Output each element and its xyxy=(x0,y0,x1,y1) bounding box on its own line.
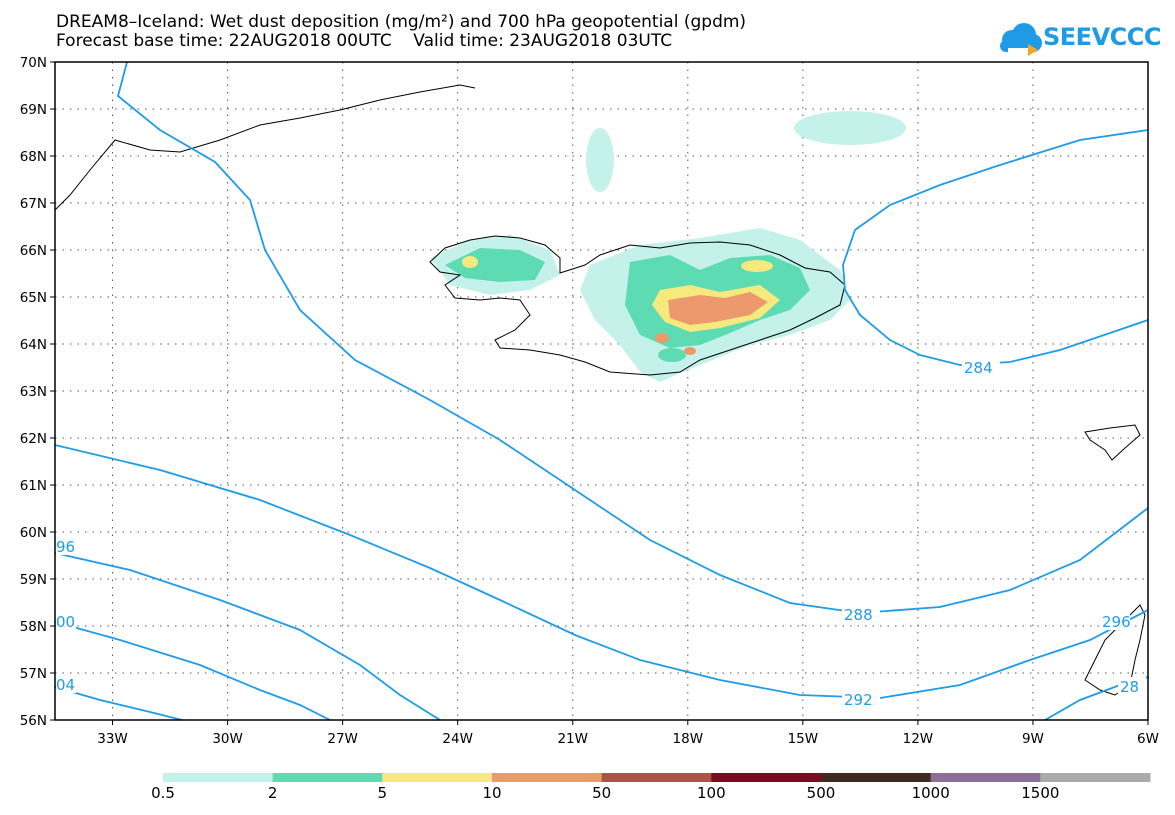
contour-line xyxy=(54,444,1149,699)
contour-label: 04 xyxy=(56,676,75,694)
colorbar-swatch xyxy=(382,773,493,782)
colorbar-label: 0.5 xyxy=(151,784,175,802)
contour-line xyxy=(842,129,1149,366)
lon-tick-label: 30W xyxy=(212,731,243,747)
gridlines xyxy=(55,62,1148,720)
lon-tick-label: 33W xyxy=(97,731,128,747)
colorbar-swatch xyxy=(821,773,932,782)
lat-tick-label: 66N xyxy=(20,243,47,259)
colorbar-swatch xyxy=(601,773,712,782)
colorbar-swatch xyxy=(711,773,822,782)
lat-tick-label: 69N xyxy=(20,102,47,118)
contour-line xyxy=(54,621,331,721)
lat-tick-label: 62N xyxy=(20,431,47,447)
dust-patch xyxy=(586,128,614,192)
colorbar-swatch xyxy=(1040,773,1151,782)
lat-tick-label: 56N xyxy=(20,713,47,729)
lat-tick-label: 60N xyxy=(20,525,47,541)
dust-patch xyxy=(655,333,669,343)
lon-tick-label: 18W xyxy=(673,731,704,747)
colorbar-swatch xyxy=(492,773,603,782)
coastlines xyxy=(54,84,1146,696)
colorbar-swatch xyxy=(163,773,274,782)
map-subtitle: Forecast base time: 22AUG2018 00UTC Vali… xyxy=(56,31,673,51)
colorbar-label: 100 xyxy=(697,784,726,802)
geopotential-contours xyxy=(54,61,1149,721)
colorbar-label: 5 xyxy=(377,784,388,802)
contour-label: 96 xyxy=(56,538,75,556)
lat-tick-label: 64N xyxy=(20,337,47,353)
dust-patch xyxy=(741,260,773,272)
dust-deposition-shading xyxy=(430,111,906,382)
colorbar-label: 500 xyxy=(806,784,836,802)
iceland-coastline xyxy=(429,235,846,376)
dust-patch xyxy=(658,348,686,362)
dust-patch xyxy=(668,292,768,325)
colorbar-swatch xyxy=(930,773,1041,782)
contour-label: 296 xyxy=(1102,613,1131,631)
colorbar-label: 50 xyxy=(592,784,612,802)
contour-label: 28 xyxy=(1120,678,1139,696)
colorbar-swatch xyxy=(272,773,383,782)
lat-tick-label: 67N xyxy=(20,196,47,212)
lon-tick-label: 15W xyxy=(788,731,819,747)
colorbar-label: 1000 xyxy=(911,784,950,802)
contour-line xyxy=(54,686,183,721)
lat-tick-label: 58N xyxy=(20,619,47,635)
cloud-icon xyxy=(1000,23,1042,56)
lat-tick-label: 68N xyxy=(20,149,47,165)
lon-tick-label: 12W xyxy=(903,731,934,747)
dust-patch xyxy=(462,256,478,268)
lon-tick-label: 6W xyxy=(1137,731,1159,747)
lon-tick-label: 24W xyxy=(442,731,473,747)
contour-label: 292 xyxy=(844,691,873,709)
logo-text: SEEVCCC xyxy=(1043,23,1162,51)
contour-line xyxy=(54,552,441,721)
colorbar-label: 2 xyxy=(267,784,278,802)
colorbar-label: 1500 xyxy=(1021,784,1060,802)
dust-patch xyxy=(684,347,696,355)
lat-tick-label: 59N xyxy=(20,572,47,588)
colorbar-label: 10 xyxy=(482,784,502,802)
colorbar xyxy=(163,773,1151,782)
dust-patch xyxy=(794,111,906,145)
lat-tick-label: 63N xyxy=(20,384,47,400)
contour-label: 00 xyxy=(56,613,75,631)
contour-line xyxy=(116,61,1149,614)
lat-tick-label: 57N xyxy=(20,666,47,682)
lat-tick-label: 61N xyxy=(20,478,47,494)
latitude-labels: 70N 69N 68N 67N 66N 65N 64N 63N 62N 61N 60N 59N 58N 5… xyxy=(20,55,55,729)
scotland-coastline xyxy=(1084,604,1146,696)
greenland-coastline xyxy=(54,84,476,211)
lat-tick-label: 65N xyxy=(20,290,47,306)
map-title: DREAM8–Iceland: Wet dust deposition (mg/… xyxy=(56,12,747,32)
lat-tick-label: 70N xyxy=(20,55,47,71)
lon-tick-label: 27W xyxy=(327,731,358,747)
lon-tick-label: 21W xyxy=(557,731,588,747)
contour-label: 288 xyxy=(844,606,873,624)
scotland-coastline xyxy=(1084,424,1141,461)
contour-label: 284 xyxy=(964,359,993,377)
lon-tick-label: 9W xyxy=(1022,731,1044,747)
longitude-labels: 33W 30W 27W 24W 21W 18W 15W 12W 9W 6W xyxy=(97,720,1159,747)
